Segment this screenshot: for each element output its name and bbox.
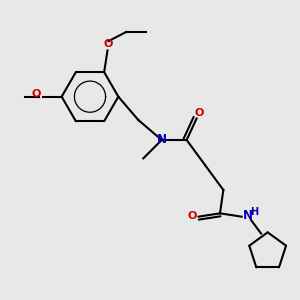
Text: H: H	[250, 207, 258, 217]
Text: O: O	[194, 108, 204, 118]
Text: O: O	[188, 211, 197, 221]
Text: O: O	[32, 89, 41, 99]
Text: N: N	[157, 134, 167, 146]
Text: N: N	[243, 209, 253, 222]
Text: O: O	[104, 40, 113, 50]
